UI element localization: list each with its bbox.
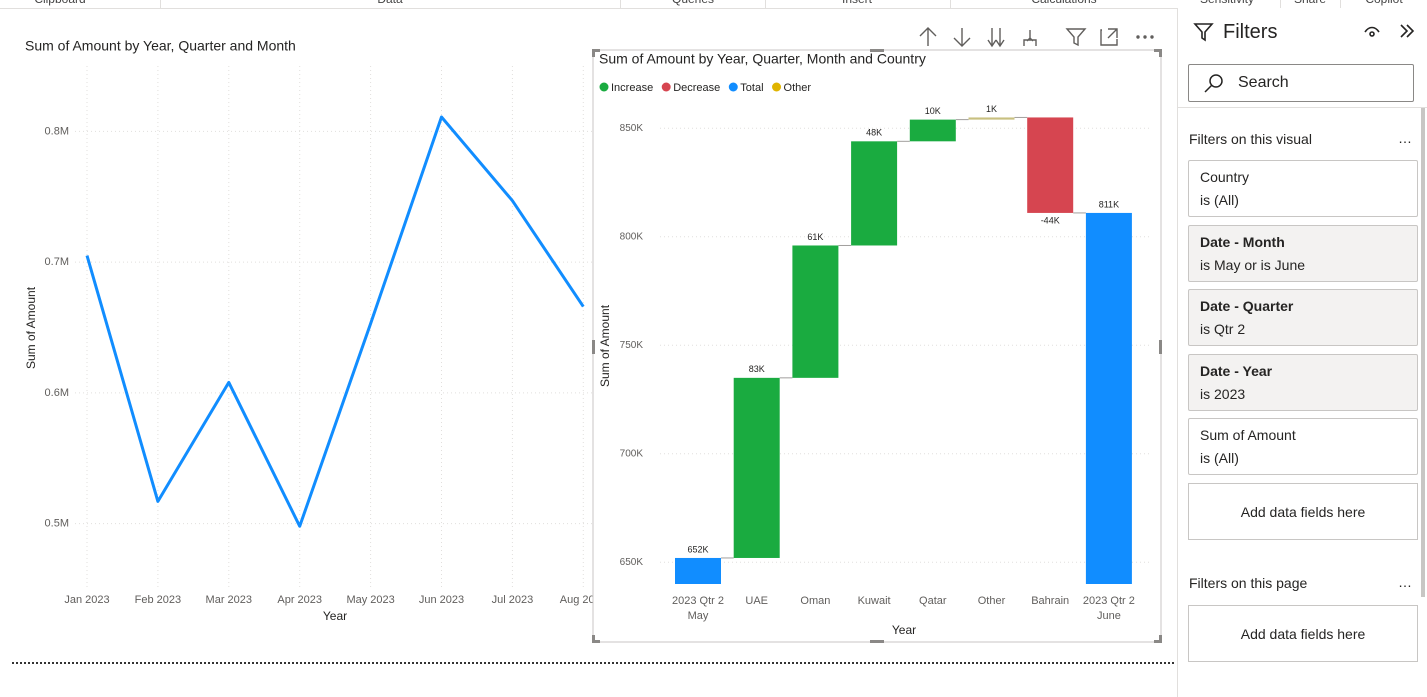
waterfall-bar: [968, 117, 1015, 120]
data-label: 61K: [807, 232, 823, 242]
waterfall-bar: [675, 557, 721, 584]
legend-label: Total: [740, 82, 763, 94]
ribbon-group: Insert: [842, 0, 872, 6]
ribbon-separator: [1280, 0, 1281, 8]
y-axis-title: Sum of Amount: [24, 286, 38, 369]
filter-condition: is Qtr 2: [1200, 321, 1246, 337]
chart-title: Sum of Amount by Year, Quarter, Month an…: [599, 51, 926, 67]
x-axis-title: Year: [323, 609, 347, 623]
filter-condition: is (All): [1200, 450, 1239, 466]
chart-title: Sum of Amount by Year, Quarter and Month: [25, 38, 296, 54]
more-options[interactable]: …: [1398, 130, 1412, 146]
filter-card[interactable]: Sum of Amount is (All): [1188, 418, 1418, 475]
filter-card[interactable]: Country is (All): [1188, 160, 1418, 217]
data-label: 811K: [1099, 199, 1119, 209]
x-tick-label: Jul 2023: [492, 594, 534, 606]
x-tick-label: Jun 2023: [419, 594, 464, 606]
ribbon-group: Calculations: [1031, 0, 1096, 6]
filter-card[interactable]: Date - Quarter is Qtr 2: [1188, 289, 1418, 346]
filter-card[interactable]: Date - Year is 2023: [1188, 353, 1418, 411]
y-tick-label: 800K: [620, 231, 644, 242]
ribbon: Clipboard Data Queries Insert Calculations Se…: [0, 0, 1427, 9]
filter-condition: is (All): [1200, 192, 1239, 208]
legend-marker: [728, 82, 738, 92]
search-icon: [1204, 74, 1223, 93]
ribbon-separator: [160, 0, 161, 8]
ribbon-group: Queries: [672, 0, 714, 6]
ribbon-separator: [620, 0, 621, 8]
data-label: 652K: [687, 544, 708, 554]
ribbon-separator: [1340, 0, 1341, 8]
y-tick-label: 850K: [620, 123, 644, 134]
x-tick-label: Apr 2023: [277, 594, 322, 606]
more-options[interactable]: …: [1398, 574, 1412, 590]
waterfall-bar: [1027, 117, 1074, 213]
y-tick-label: 0.5M: [45, 518, 69, 530]
ribbon-group: Data: [377, 0, 402, 6]
filter-field: Date - Quarter: [1200, 298, 1294, 314]
add-fields-page[interactable]: Add data fields here: [1188, 605, 1418, 662]
visual-frame[interactable]: [592, 49, 1162, 643]
legend-label: Increase: [611, 82, 653, 94]
x-tick-label: Feb 2023: [135, 594, 181, 606]
legend-label: Decrease: [673, 82, 720, 94]
y-axis-title: Sum of Amount: [598, 304, 612, 387]
waterfall-bar: [733, 377, 780, 558]
ribbon-group: Copilot: [1365, 0, 1402, 6]
ribbon-group: Sensitivity: [1200, 0, 1254, 6]
divider: [1178, 107, 1427, 108]
y-tick-label: 650K: [620, 557, 644, 568]
filter-field: Country: [1200, 169, 1250, 185]
filter-condition: is 2023: [1200, 385, 1246, 402]
data-label: 83K: [749, 364, 765, 374]
waterfall-bar: [792, 245, 839, 378]
y-tick-label: 700K: [620, 448, 644, 459]
legend-label: Other: [784, 82, 812, 94]
ribbon-group: Clipboard: [34, 0, 85, 6]
x-tick-label: May 2023: [346, 594, 394, 606]
scrollbar[interactable]: [1421, 108, 1425, 597]
x-tick-label: Jan 2023: [64, 594, 109, 606]
filter-icon: [1193, 23, 1214, 42]
pane-title: Filters: [1223, 21, 1278, 43]
waterfall-bar: [1085, 212, 1132, 584]
ribbon-group: Share: [1294, 0, 1326, 6]
legend-marker: [772, 82, 782, 92]
x-axis-title: Year: [892, 623, 916, 637]
legend-marker: [599, 82, 609, 92]
y-tick-label: 0.6M: [45, 387, 69, 399]
section-title: Filters on this visual: [1189, 131, 1312, 147]
data-label: -44K: [1041, 215, 1060, 225]
ribbon-separator: [950, 0, 951, 8]
filters-pane: Filters Search Filters on this visual … …: [1177, 8, 1427, 697]
waterfall-bar: [909, 119, 956, 142]
pane-icons[interactable]: [1362, 22, 1418, 42]
filter-field: Sum of Amount: [1200, 427, 1296, 443]
y-tick-label: 0.7M: [45, 256, 69, 268]
x-tick-label: Mar 2023: [206, 594, 252, 606]
y-tick-label: 750K: [620, 340, 644, 351]
filter-field: Date - Month: [1200, 233, 1285, 250]
filter-condition: is May or is June: [1200, 256, 1306, 273]
section-title: Filters on this page: [1189, 575, 1308, 591]
data-label: 1K: [986, 104, 997, 114]
filter-card[interactable]: Date - Month is May or is June: [1188, 224, 1418, 282]
y-tick-label: 0.8M: [45, 125, 69, 137]
ribbon-separator: [765, 0, 766, 8]
selection-handles: [592, 49, 1162, 643]
report-canvas: Sum of Amount by Year, Quarter and Month…: [12, 27, 1175, 664]
data-label: 48K: [866, 128, 882, 138]
visual-header-icons[interactable]: [919, 27, 1154, 48]
x-tick-label: Aug 2023: [560, 594, 607, 606]
waterfall-bar: [851, 141, 898, 246]
data-label: 10K: [925, 106, 941, 116]
add-fields-visual[interactable]: Add data fields here: [1188, 483, 1418, 540]
search-box[interactable]: Search: [1188, 64, 1414, 102]
filter-field: Date - Year: [1200, 362, 1273, 379]
search-placeholder: Search: [1238, 74, 1289, 91]
line-series: [85, 115, 585, 528]
legend-marker: [661, 82, 671, 92]
